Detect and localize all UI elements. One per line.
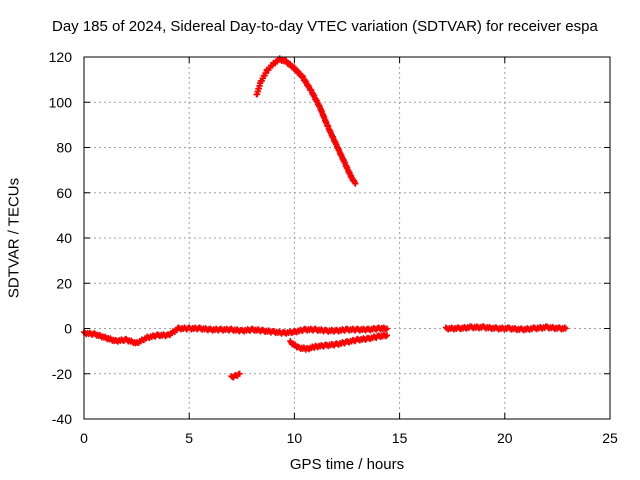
plot-frame (83, 56, 611, 420)
y-tick-label: 120 (49, 49, 73, 65)
y-tick-label: -20 (52, 366, 72, 382)
x-tick-label: 20 (497, 430, 513, 446)
y-tick-label: 40 (56, 230, 72, 246)
y-tick-label: 20 (56, 275, 72, 291)
x-tick-label: 0 (80, 430, 88, 446)
y-tick-label: 0 (64, 321, 72, 337)
data-point (562, 325, 569, 332)
data-point (383, 325, 390, 332)
data-point (382, 333, 389, 340)
x-tick-label: 5 (185, 430, 193, 446)
x-tick-label: 10 (287, 430, 303, 446)
x-axis-label: GPS time / hours (289, 456, 405, 473)
y-tick-label: 80 (56, 140, 72, 156)
x-tick-label: 15 (392, 430, 408, 446)
data-point (561, 324, 568, 331)
x-tick-label: 25 (602, 430, 618, 446)
data-point (383, 332, 390, 339)
data-point (382, 326, 389, 333)
chart-title: Day 185 of 2024, Sidereal Day-to-day VTE… (52, 18, 598, 35)
data-point (352, 180, 359, 187)
data-point (236, 370, 243, 377)
y-tick-label: 100 (49, 94, 73, 110)
y-tick-label: 60 (56, 185, 72, 201)
y-tick-label: -40 (52, 411, 72, 427)
